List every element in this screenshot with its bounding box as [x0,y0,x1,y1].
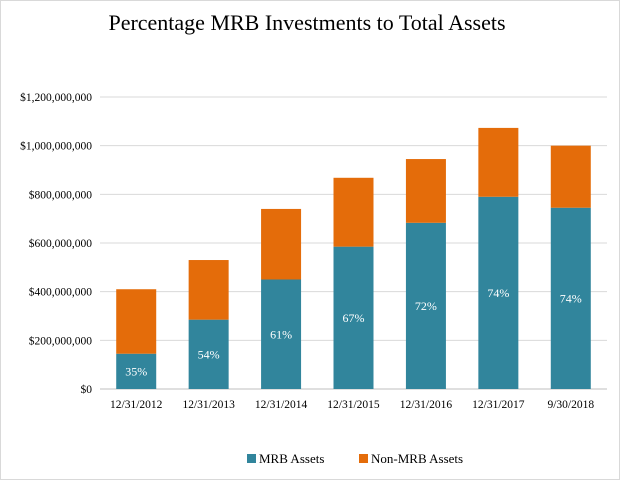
data-label: 74% [560,291,582,305]
bar-mrb-assets [550,207,591,389]
bar-mrb-assets [478,196,519,389]
legend: MRB Assets Non-MRB Assets [247,451,463,466]
x-category-label: 9/30/2018 [547,399,594,411]
chart-title: Percentage MRB Investments to Total Asse… [108,10,505,35]
y-tick-label: $1,000,000,000 [20,140,92,153]
bar-mrb-assets [333,246,374,389]
x-category-label: 12/31/2013 [182,399,235,411]
bar-non-mrb-assets [116,289,157,354]
bar-non-mrb-assets [333,177,374,247]
bar-non-mrb-assets [261,208,302,280]
y-tick-label: $600,000,000 [29,237,93,250]
data-label: 74% [487,286,509,300]
legend-label-mrb-assets: MRB Assets [259,451,324,466]
x-category-label: 12/31/2017 [472,399,525,411]
data-label: 54% [198,347,220,361]
data-label: 61% [270,327,292,341]
y-axis-tick-labels: $0 $200,000,000 $400,000,000 $600,000,000 $8… [20,91,92,396]
x-category-label: 12/31/2015 [327,399,380,411]
bar-mrb-assets [188,319,229,389]
data-label: 35% [125,364,147,378]
x-category-label: 12/31/2014 [255,399,308,411]
bar-non-mrb-assets [405,159,446,223]
x-category-label: 12/31/2012 [110,399,163,411]
legend-swatch-non-mrb-assets [359,454,368,463]
bar-non-mrb-assets [550,145,591,208]
y-tick-label: $400,000,000 [29,286,93,299]
x-axis-category-labels: 12/31/2012 12/31/2013 12/31/2014 12/31/2015… [110,399,594,411]
x-category-label: 12/31/2016 [400,399,453,411]
bar-non-mrb-assets [188,260,229,320]
data-labels: 35% 54% 61% 67% 72% 74% 74% [125,286,582,378]
bar-mrb-assets [261,279,302,389]
y-tick-label: $800,000,000 [29,188,93,201]
bars [116,127,591,389]
bar-mrb-assets [116,353,157,389]
y-tick-label: $200,000,000 [29,334,93,347]
data-label: 67% [343,311,365,325]
legend-swatch-mrb-assets [247,454,256,463]
bar-mrb-assets [405,222,446,389]
y-tick-label: $1,200,000,000 [20,91,92,104]
y-tick-label: $0 [81,383,93,396]
data-label: 72% [415,299,437,313]
legend-label-non-mrb-assets: Non-MRB Assets [371,451,463,466]
bar-non-mrb-assets [478,127,519,197]
